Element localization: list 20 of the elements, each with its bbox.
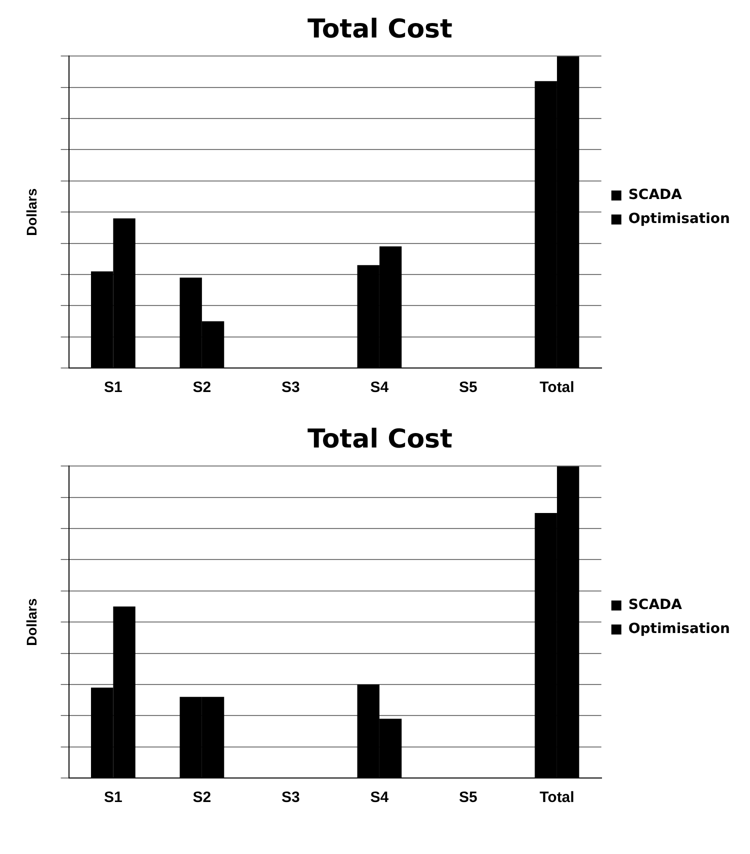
legend-label: SCADA (628, 597, 682, 614)
legend-label: Optimisation (628, 211, 730, 228)
legend-label: SCADA (628, 187, 682, 204)
x-tick-label: S4 (370, 379, 390, 396)
chart-title: Total Cost (308, 14, 452, 44)
legend-label: Optimisation (628, 621, 730, 638)
x-tick-label: S1 (104, 789, 122, 806)
x-tick-label: S2 (192, 379, 212, 396)
x-tick-label: S3 (282, 379, 300, 396)
x-tick-label: S5 (459, 379, 478, 396)
x-tick-label: S2 (192, 789, 212, 806)
x-tick-label: S5 (459, 789, 478, 806)
y-axis-title: Dollars (23, 598, 40, 646)
x-tick-label: Total (540, 789, 574, 806)
x-tick-label: S3 (282, 789, 300, 806)
y-axis-title: Dollars (23, 188, 40, 236)
x-tick-label: S1 (104, 379, 122, 396)
x-tick-label: Total (540, 379, 574, 396)
chart-title: Total Cost (308, 424, 452, 454)
x-tick-label: S4 (370, 789, 390, 806)
